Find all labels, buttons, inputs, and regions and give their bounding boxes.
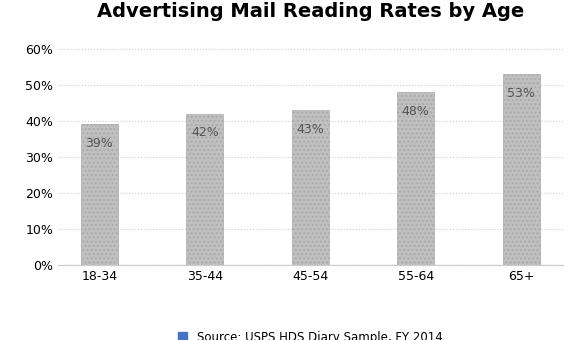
Text: 53%: 53% <box>508 87 535 100</box>
Text: 48%: 48% <box>402 105 430 118</box>
Bar <box>81 124 118 265</box>
Bar <box>186 114 223 265</box>
Text: 42%: 42% <box>191 126 219 139</box>
Title: Advertising Mail Reading Rates by Age: Advertising Mail Reading Rates by Age <box>97 2 524 21</box>
Bar <box>292 110 329 265</box>
Text: 43%: 43% <box>296 123 324 136</box>
Legend: Source: USPS HDS Diary Sample, FY 2014: Source: USPS HDS Diary Sample, FY 2014 <box>173 326 447 340</box>
Text: 39%: 39% <box>85 137 113 150</box>
Bar <box>503 74 539 265</box>
Bar <box>397 92 434 265</box>
